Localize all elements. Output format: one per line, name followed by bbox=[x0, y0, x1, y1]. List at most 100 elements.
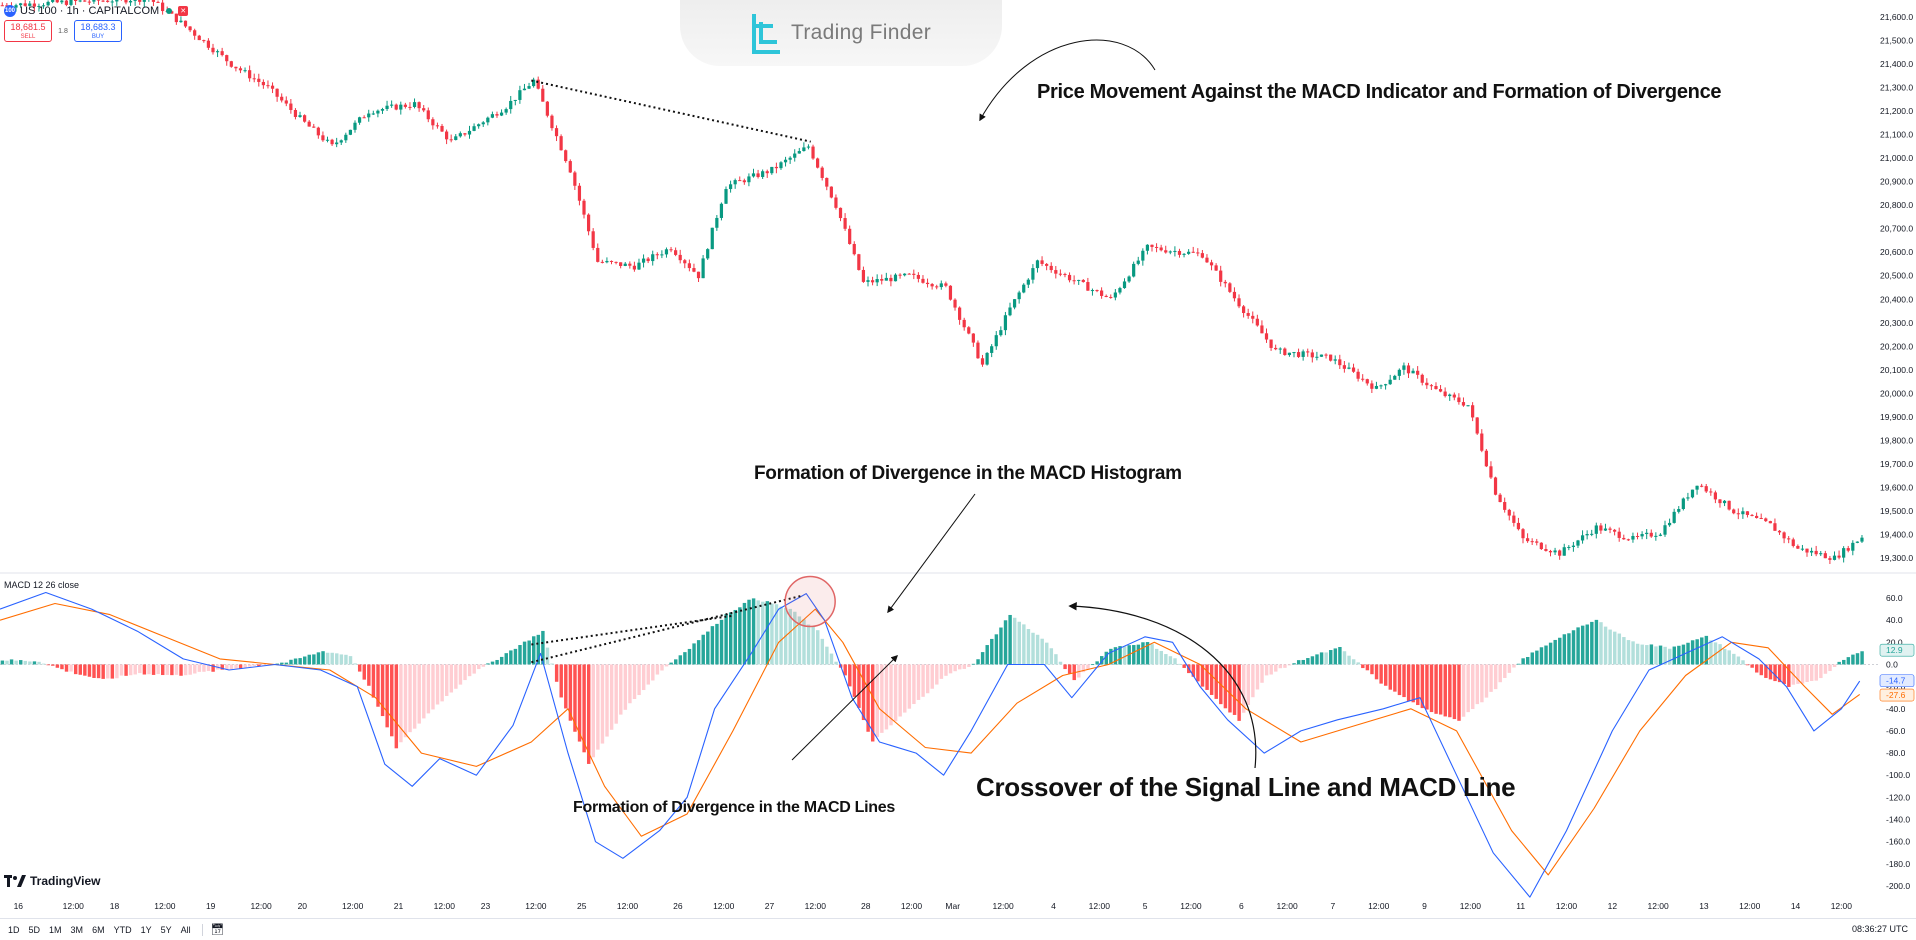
price-candle bbox=[976, 342, 980, 359]
annotation-overlays bbox=[791, 39, 1257, 769]
range-1d[interactable]: 1D bbox=[8, 924, 20, 935]
price-candle bbox=[513, 99, 517, 101]
price-candle bbox=[1640, 534, 1644, 537]
range-6m[interactable]: 6M bbox=[92, 924, 105, 935]
buy-button[interactable]: 18,683.3 BUY bbox=[74, 20, 122, 42]
range-ytd[interactable]: YTD bbox=[113, 924, 132, 935]
macd-histogram-bar bbox=[834, 661, 838, 665]
time-axis-label: 12:00 bbox=[1368, 901, 1390, 911]
macd-histogram-bar bbox=[1837, 661, 1841, 665]
price-candle bbox=[1498, 494, 1502, 503]
symbol-header[interactable]: 100 US 100 · 1h · CAPITALCOM ✕ bbox=[4, 3, 189, 19]
price-candle bbox=[733, 180, 737, 185]
macd-histogram-bar bbox=[1828, 664, 1832, 672]
sell-button[interactable]: 18,681.5 SELL bbox=[4, 20, 52, 42]
macd-histogram-bar bbox=[1003, 620, 1008, 665]
price-candle bbox=[1388, 379, 1392, 385]
macd-indicator-label[interactable]: MACD 12 26 close bbox=[4, 580, 80, 590]
price-candle bbox=[467, 130, 472, 135]
macd-histogram-bar bbox=[573, 664, 577, 732]
macd-axis[interactable]: 60.040.020.00.0-20.0-40.0-60.0-80.0-100.… bbox=[1879, 593, 1915, 891]
price-candle bbox=[1741, 511, 1745, 515]
watermark-text: Trading Finder bbox=[791, 21, 931, 44]
price-candle bbox=[1159, 247, 1163, 251]
price-candle bbox=[1599, 525, 1603, 531]
price-candle bbox=[1145, 244, 1150, 251]
price-candle bbox=[674, 250, 678, 255]
price-candle bbox=[596, 247, 600, 262]
macd-histogram-bar bbox=[958, 664, 962, 670]
range-5d[interactable]: 5D bbox=[28, 924, 41, 935]
price-axis[interactable]: 21,600.0 21,500.0 21,400.0 21,300.0 21,200.0… bbox=[1880, 12, 1913, 563]
macd-line[interactable] bbox=[0, 591, 1861, 898]
price-candle bbox=[1819, 553, 1823, 555]
price-candle bbox=[1351, 367, 1356, 372]
range-1y[interactable]: 1Y bbox=[140, 924, 152, 935]
macd-histogram-bar bbox=[1109, 648, 1113, 665]
price-candle bbox=[788, 157, 792, 160]
price-candle bbox=[1438, 389, 1443, 392]
price-candle bbox=[1791, 539, 1795, 546]
calendar-icon[interactable]: 📅︎ bbox=[210, 924, 225, 936]
bottom-toolbar: 1D 5D 1M 3M 6M YTD 1Y 5Y All 📅︎ 08:36:27… bbox=[0, 918, 1916, 940]
price-candle bbox=[953, 299, 957, 308]
price-candle bbox=[1466, 405, 1470, 407]
macd-histogram-bar bbox=[147, 664, 151, 675]
macd-histogram-bar bbox=[733, 609, 738, 665]
macd-histogram-bar bbox=[463, 664, 467, 681]
price-candle bbox=[1722, 500, 1727, 504]
time-axis-label: 12:00 bbox=[434, 901, 456, 911]
price-axis-label: 19,400.0 bbox=[1880, 529, 1913, 539]
tradingview-branding[interactable]: TradingView bbox=[4, 874, 100, 888]
symbol-title[interactable]: US 100 · 1h · CAPITALCOM bbox=[20, 5, 160, 17]
price-candle bbox=[935, 286, 939, 288]
time-axis-label: 12:00 bbox=[525, 901, 547, 911]
macd-histogram-bar bbox=[1846, 657, 1851, 665]
time-axis-label: 25 bbox=[577, 901, 587, 911]
macd-histogram-bar bbox=[335, 653, 339, 665]
sell-label: SELL bbox=[20, 34, 36, 40]
price-candle bbox=[1672, 511, 1676, 523]
macd-histogram-bar bbox=[238, 664, 243, 669]
macd-histogram-bar bbox=[1420, 664, 1425, 709]
macd-histogram-bar bbox=[1590, 621, 1594, 665]
price-candle bbox=[683, 260, 687, 264]
price-candle bbox=[261, 81, 265, 86]
macd-histogram-bar bbox=[220, 664, 224, 670]
macd-histogram-bar bbox=[728, 612, 733, 665]
price-candle bbox=[280, 96, 284, 101]
annotation-crossover: Crossover of the Signal Line and MACD Li… bbox=[976, 772, 1515, 802]
macd-histogram-bar bbox=[1342, 651, 1347, 665]
price-candle bbox=[664, 249, 669, 255]
macd-histogram-bar bbox=[96, 664, 101, 679]
macd-histogram-bar bbox=[367, 664, 371, 686]
price-candle bbox=[1301, 351, 1305, 357]
price-candle bbox=[1067, 274, 1072, 281]
macd-histogram-bar bbox=[1292, 663, 1296, 665]
macd-histogram-bar bbox=[1177, 663, 1182, 665]
close-x-icon[interactable]: ✕ bbox=[178, 6, 189, 16]
macd-signal-line[interactable] bbox=[0, 602, 1861, 876]
macd-pane[interactable] bbox=[0, 575, 1878, 898]
price-candle bbox=[1333, 359, 1337, 361]
price-candle bbox=[861, 269, 866, 282]
macd-histogram-bar bbox=[1484, 664, 1489, 698]
time-axis-label: 7 bbox=[1331, 901, 1336, 911]
price-candle bbox=[1768, 521, 1772, 524]
price-candle bbox=[1690, 489, 1695, 498]
range-3m[interactable]: 3M bbox=[70, 924, 84, 935]
macd-histogram-bar bbox=[660, 664, 664, 671]
macd-histogram-bar bbox=[444, 664, 449, 696]
utc-clock[interactable]: 08:36:27 UTC bbox=[1851, 924, 1908, 934]
price-candle bbox=[1260, 325, 1264, 334]
price-pane[interactable] bbox=[0, 0, 1864, 565]
range-1m[interactable]: 1M bbox=[49, 924, 62, 935]
macd-histogram-bar bbox=[609, 664, 614, 730]
price-candle bbox=[1246, 313, 1250, 316]
price-candle bbox=[110, 1, 114, 3]
range-5y[interactable]: 5Y bbox=[160, 924, 172, 935]
range-all[interactable]: All bbox=[180, 924, 191, 935]
price-candle bbox=[907, 273, 911, 275]
time-axis[interactable]: 16 12:00 18 12:00 19 12:00 20 12:00 21 12:00 23 12:… bbox=[14, 901, 1853, 911]
macd-histogram-bar bbox=[513, 648, 518, 665]
